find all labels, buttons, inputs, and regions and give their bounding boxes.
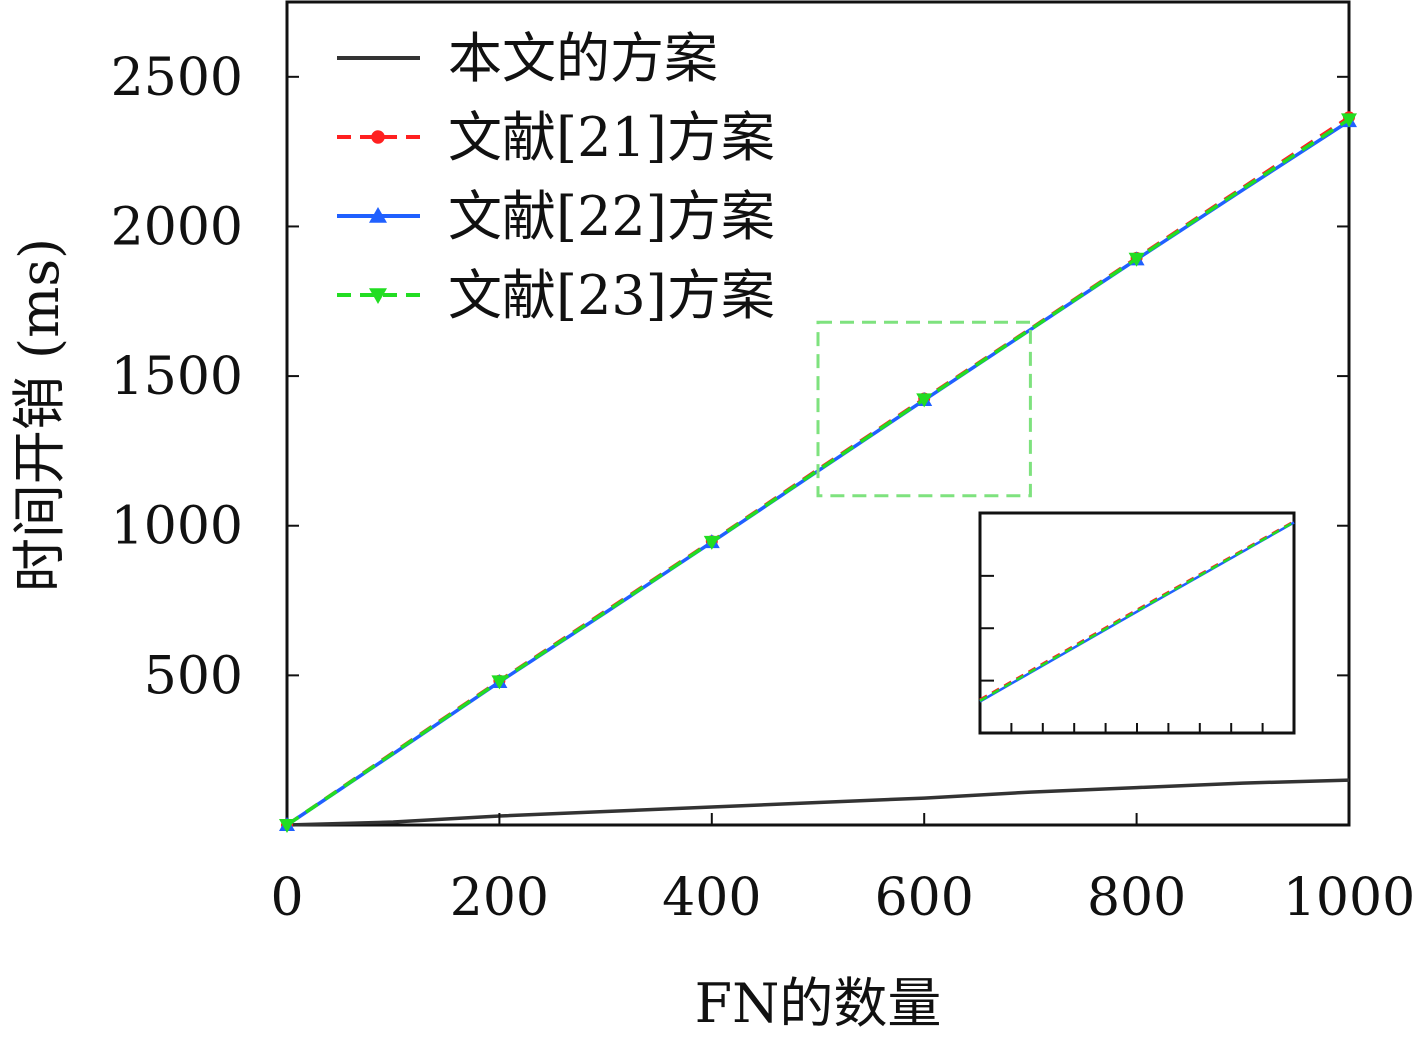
series-marker [1128, 252, 1145, 267]
inset-chart [978, 511, 1296, 735]
x-tick-label: 0 [270, 868, 303, 928]
legend-label: 文献[21]方案 [448, 106, 775, 169]
y-axis-title: 时间开销 (ms) [8, 238, 71, 592]
legend-marker [371, 130, 385, 144]
series-marker [491, 675, 508, 690]
zoom-region-box [816, 320, 1032, 498]
y-tick-label: 1500 [111, 347, 243, 407]
y-tick-label: 2000 [111, 197, 243, 257]
x-tick-label: 200 [450, 868, 549, 928]
x-tick-label: 600 [875, 868, 974, 928]
y-tick-label: 500 [144, 646, 243, 706]
legend-label: 文献[22]方案 [448, 185, 775, 248]
x-axis-title: FN的数量 [695, 972, 942, 1035]
series-marker [279, 819, 295, 833]
series-line [286, 778, 1350, 827]
x-tick-label: 800 [1087, 868, 1186, 928]
inset-frame [978, 511, 1296, 735]
legend-label: 文献[23]方案 [448, 264, 775, 327]
inset-series-line [979, 521, 1295, 702]
series-line [286, 117, 1350, 827]
x-tick-label: 1000 [1283, 868, 1415, 928]
legend-label: 本文的方案 [448, 27, 718, 90]
series-marker [916, 393, 933, 408]
y-tick-label: 1000 [111, 497, 243, 557]
legend-marker [369, 288, 387, 304]
ticks-layer: 0 200 400 600 800 1000 500 1000 1500 2000 2500 [111, 48, 1416, 928]
x-tick-label: 400 [662, 868, 761, 928]
y-tick-label: 2500 [111, 48, 243, 108]
legend-marker [369, 207, 387, 223]
series-marker [1341, 113, 1357, 128]
series-marker [703, 535, 720, 550]
